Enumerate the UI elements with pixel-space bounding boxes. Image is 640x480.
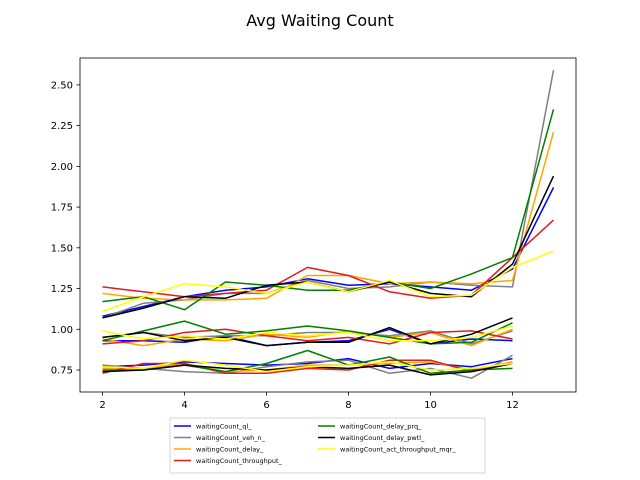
y-tick-label-4: 1.75 [51, 203, 73, 214]
x-tick-label-5: 12 [506, 400, 519, 411]
y-tick-label-2: 1.25 [51, 284, 73, 295]
x-axis: 2 4 6 8 10 12 [99, 392, 519, 411]
legend-label-6: waitingCount_act_throughput_mqr_ [340, 445, 456, 453]
legend-box [169, 417, 486, 474]
series-line-5-1 [102, 317, 513, 347]
y-tick-label-7: 2.50 [51, 80, 73, 91]
x-tick-label-4: 10 [424, 400, 437, 411]
series-line-3-0 [102, 219, 555, 300]
legend-label-5: waitingCount_delay_pwtl_ [340, 434, 425, 442]
series-line-3-1 [102, 328, 513, 345]
series-line-6-2 [102, 359, 513, 373]
series-line-4-1 [102, 320, 513, 345]
x-tick-label-0: 2 [99, 400, 105, 411]
legend-label-3: waitingCount_throughput_ [196, 457, 283, 465]
y-tick-label-6: 2.25 [51, 121, 73, 132]
legend-label-2: waitingCount_delay_ [196, 445, 264, 453]
series-line-5-0 [102, 175, 555, 319]
series-line-2-1 [102, 328, 513, 347]
plot-lines [102, 70, 555, 379]
legend-label-1: waitingCount_veh_n_ [196, 434, 266, 442]
chart-title: Avg Waiting Count [246, 11, 393, 30]
plot-frame [79, 57, 577, 393]
series-line-0-0 [102, 187, 555, 317]
x-tick-label-3: 8 [345, 400, 351, 411]
series-line-6-0 [102, 250, 554, 313]
y-tick-label-5: 2.00 [51, 162, 73, 173]
y-axis: 0.75 1.00 1.25 1.50 1.75 2.00 2.25 2.50 [51, 80, 80, 377]
legend-label-0: waitingCount_ql_ [196, 422, 252, 430]
series-line-6-1 [102, 325, 513, 342]
series-line-1-0 [102, 70, 555, 319]
y-tick-label-1: 1.00 [51, 325, 73, 336]
y-tick-label-3: 1.50 [51, 243, 73, 254]
series-line-4-0 [102, 109, 555, 311]
legend: waitingCount_ql_waitingCount_veh_n_waiti… [169, 417, 486, 474]
y-tick-label-0: 0.75 [51, 366, 73, 377]
x-tick-label-2: 6 [263, 400, 269, 411]
x-tick-label-1: 4 [181, 400, 187, 411]
legend-label-4: waitingCount_delay_prq_ [340, 422, 422, 430]
series-line-2-0 [102, 131, 555, 301]
